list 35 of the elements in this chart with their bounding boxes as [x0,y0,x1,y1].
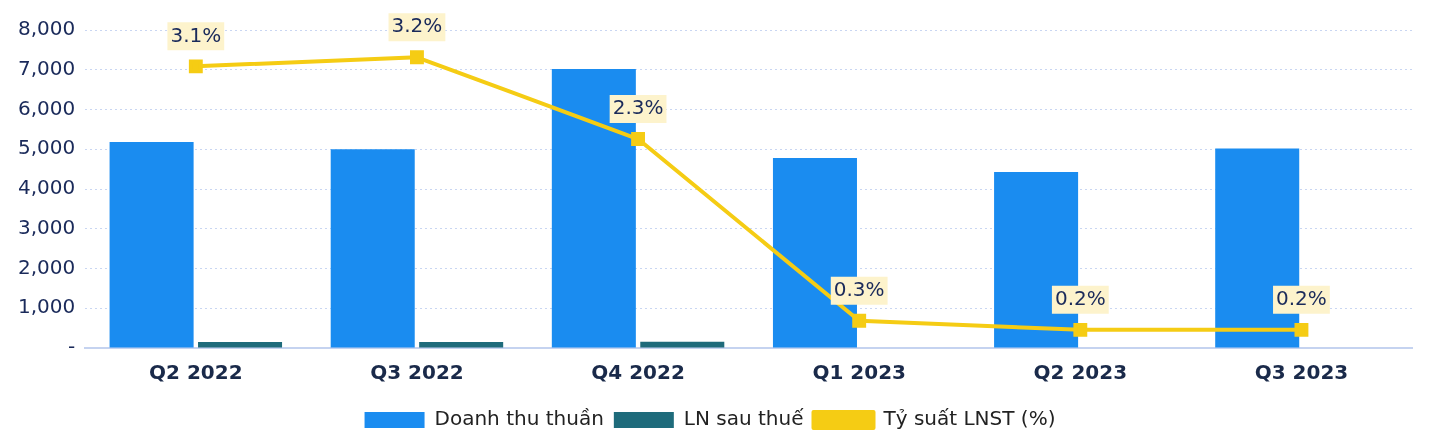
y-tick-label: - [68,334,76,359]
x-tick-label: Q4 2022 [591,360,685,385]
x-tick-label: Q1 2023 [812,360,906,385]
y-tick-label: 1,000 [17,294,76,319]
point [852,313,867,328]
data-label: 0.3% [833,276,885,301]
data-label: 2.3% [612,95,664,120]
x-tick-label: Q3 2022 [370,360,464,385]
y-tick-label: 4,000 [17,175,76,200]
data-label: 0.2% [1276,286,1327,311]
point [1294,322,1309,337]
data-label: 3.1% [170,22,222,47]
point [409,50,424,65]
y-tick-label: 6,000 [17,95,76,120]
y-tick-label: 8,000 [17,16,76,41]
bar [640,341,725,348]
bar [198,342,283,348]
bar [109,142,194,348]
legend-label: LN sau thuế [683,406,805,431]
point [631,132,646,146]
y-tick-label: 7,000 [17,55,76,80]
y-tick-label: 5,000 [17,135,76,160]
x-tick-label: Q2 2023 [1033,360,1128,385]
point [188,59,203,74]
x-tick-label: Q2 2022 [149,360,243,385]
y-tick-label: 2,000 [17,254,76,279]
bar [419,342,504,348]
data-label: 3.2% [391,13,443,38]
point [1073,322,1088,337]
legend-label: Doanh thu thuần [434,406,604,431]
bar [330,149,415,348]
data-label: 0.2% [1054,286,1106,311]
x-tick-label: Q3 2023 [1254,360,1349,385]
legend-label: Tỷ suất LNST (%) [882,406,1056,431]
y-tick-label: 3,000 [17,214,76,239]
